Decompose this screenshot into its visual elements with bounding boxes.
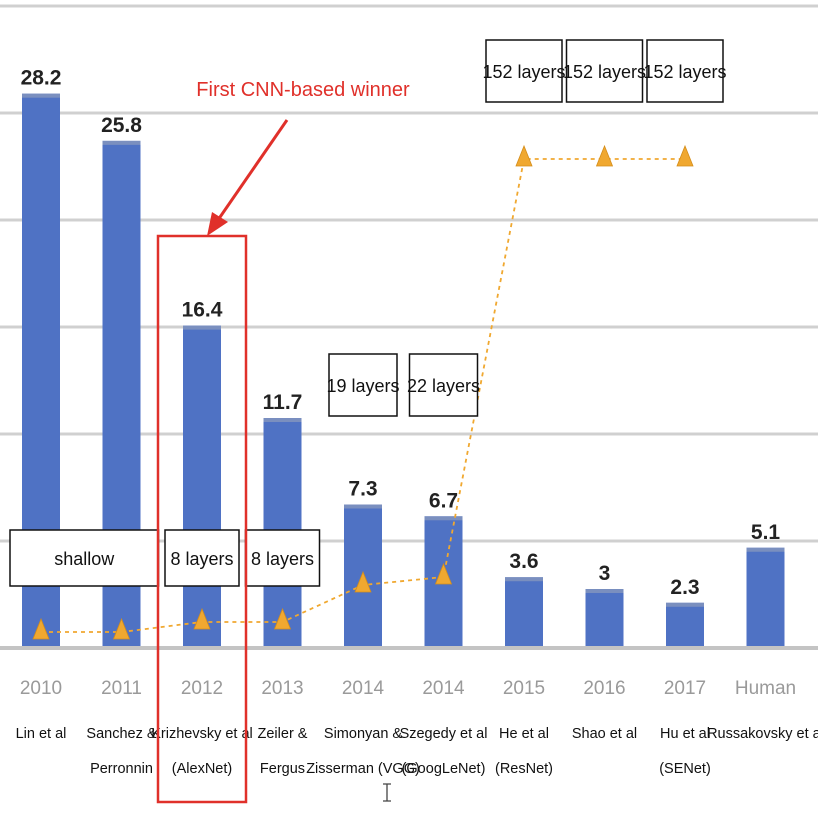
layer-count-box-frame — [328, 353, 398, 417]
author-label: (AlexNet) — [172, 761, 232, 777]
depth-marker — [273, 607, 292, 630]
author-label: Shao et al — [572, 726, 637, 742]
bar-cap — [424, 516, 463, 521]
x-tick-label: 2016 — [583, 678, 625, 699]
layer-count-box: 19 layers — [326, 353, 400, 417]
author-label: Perronnin — [90, 761, 153, 777]
author-label: (SENet) — [659, 761, 711, 777]
depth-marker — [112, 617, 131, 640]
bar-cap — [666, 602, 704, 607]
bar-value-label: 11.7 — [263, 391, 303, 414]
layer-count-box: shallow — [9, 529, 160, 587]
annotation-text: First CNN-based winner — [196, 79, 410, 101]
layer-count-box-frame — [9, 529, 160, 587]
bar-value-label: 6.7 — [429, 489, 458, 512]
author-label: Lin et al — [16, 726, 67, 742]
bar-cap — [183, 325, 221, 330]
annotation: First CNN-based winner — [156, 79, 410, 804]
author-label: He et al — [499, 726, 549, 742]
depth-marker — [193, 607, 211, 630]
x-tick-label: Human — [735, 678, 796, 699]
layer-count-text: 8 layers — [251, 549, 314, 569]
bar-cap — [344, 504, 382, 509]
layer-count-box-frame — [565, 39, 644, 103]
author-label: Szegedy et al — [400, 726, 488, 742]
bar-value-label: 25.8 — [101, 114, 142, 137]
layer-count-text: 22 layers — [407, 376, 480, 396]
bar — [505, 577, 543, 648]
author-label: Fergus — [260, 761, 305, 777]
x-tick-label: 2017 — [664, 678, 706, 699]
depth-marker — [595, 144, 614, 167]
author-label: Zeiler & — [258, 726, 308, 742]
author-label: Krizhevsky et al — [151, 726, 253, 742]
bar — [183, 325, 221, 648]
layer-count-box: 8 layers — [244, 529, 321, 587]
bar — [666, 602, 704, 648]
bar-cap — [505, 577, 543, 582]
bar-value-label: 16.4 — [182, 299, 223, 322]
depth-series — [32, 144, 694, 640]
author-label: Russakovsky et al — [707, 726, 818, 742]
layer-count-text: 8 layers — [170, 549, 233, 569]
author-label: (ResNet) — [495, 761, 553, 777]
annotation-arrow — [216, 119, 289, 221]
annotation-arrowhead — [207, 212, 228, 236]
depth-marker — [354, 570, 372, 593]
depth-marker — [434, 562, 453, 585]
bar-cap — [102, 140, 141, 145]
layer-count-box-frame — [408, 353, 479, 417]
author-label: Zisserman (VGG) — [306, 761, 420, 777]
author-label: Sanchez & — [86, 726, 156, 742]
x-tick-label: 2011 — [101, 678, 142, 699]
layer-count-box-frame — [485, 39, 563, 103]
bar-cap — [585, 589, 624, 594]
layer-count-labels: shallow 8 layers 8 layers 19 layers 22 layer… — [9, 39, 727, 587]
x-tick-label: 2010 — [20, 678, 62, 699]
layer-count-text: 19 layers — [326, 376, 399, 396]
bar-value-label: 3.6 — [509, 550, 538, 573]
bar-cap — [22, 93, 60, 98]
x-tick-label: 2013 — [261, 678, 303, 699]
bar — [746, 547, 785, 648]
layer-count-text: 152 layers — [643, 62, 726, 82]
text-cursor-icon — [383, 783, 391, 802]
bar-value-label: 3 — [599, 562, 611, 585]
layer-count-box: 152 layers — [563, 39, 646, 103]
author-label: Hu et al — [660, 726, 710, 742]
highlight-frame — [156, 234, 248, 804]
layer-count-box-frame — [164, 529, 240, 587]
x-tick-label: 2014 — [342, 678, 385, 699]
value-labels: 28.2 25.8 16.4 11.7 7.3 6.7 3.6 3 2.3 5.1 — [21, 67, 781, 599]
author-label: (GoogLeNet) — [402, 761, 486, 777]
x-tick-label: 2015 — [503, 678, 545, 699]
bar — [585, 589, 624, 648]
x-tick-label: 2014 — [422, 678, 465, 699]
layer-count-box: 22 layers — [407, 353, 480, 417]
x-axis: 2010 Lin et al 2011 Sanchez & Perronnin 2012 K… — [0, 646, 818, 777]
layer-count-box-frame — [646, 39, 724, 103]
bar-value-label: 28.2 — [21, 67, 62, 90]
layer-count-text: 152 layers — [482, 62, 565, 82]
bar-cap — [746, 547, 785, 552]
depth-marker — [32, 617, 50, 640]
depth-marker — [676, 144, 694, 167]
author-label: Simonyan & — [324, 726, 403, 742]
bar-value-label: 7.3 — [348, 478, 377, 501]
depth-marker — [515, 144, 533, 167]
bar-value-label: 2.3 — [670, 576, 699, 599]
layer-count-box: 152 layers — [482, 39, 566, 103]
layer-count-box: 152 layers — [643, 39, 727, 103]
bar-value-label: 5.1 — [751, 521, 781, 544]
layer-count-text: shallow — [54, 549, 115, 569]
x-tick-label: 2012 — [181, 678, 223, 699]
layer-count-text: 152 layers — [563, 62, 646, 82]
layer-count-box: 8 layers — [164, 529, 240, 587]
bar-cap — [263, 418, 302, 423]
